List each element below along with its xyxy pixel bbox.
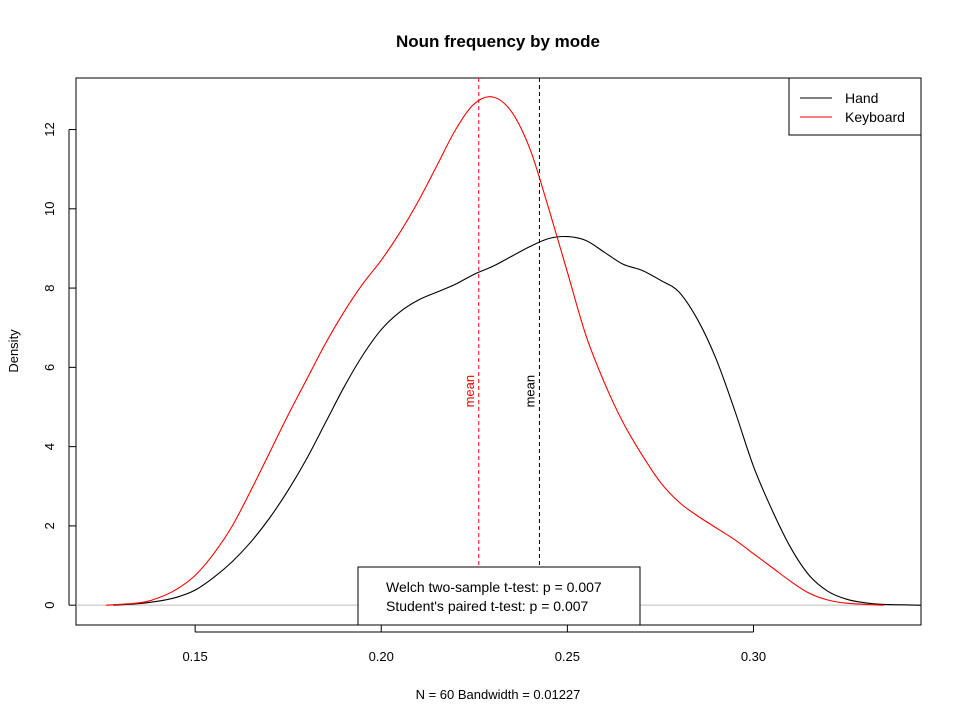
legend-label-keyboard: Keyboard	[845, 109, 905, 125]
paired-test-result: Student's paired t-test: p = 0.007	[386, 598, 589, 614]
mean-label-keyboard: mean	[462, 375, 477, 408]
x-tick-label: 0.25	[555, 649, 580, 664]
mean-lines: mean mean	[462, 78, 540, 625]
welch-test-result: Welch two-sample t-test: p = 0.007	[386, 579, 602, 595]
x-axis-label: N = 60 Bandwidth = 0.01227	[416, 687, 581, 702]
y-tick-label: 0	[42, 602, 57, 609]
legend-box	[788, 77, 922, 136]
mean-label-hand: mean	[522, 375, 537, 408]
y-tick-label: 8	[42, 284, 57, 291]
test-results-box: Welch two-sample t-test: p = 0.007 Stude…	[357, 566, 641, 626]
chart-title: Noun frequency by mode	[396, 32, 600, 51]
y-tick-label: 4	[42, 443, 57, 450]
y-tick-label: 6	[42, 364, 57, 371]
plot-frame	[75, 77, 922, 626]
x-tick-label: 0.30	[741, 649, 766, 664]
density-curve-keyboard	[105, 96, 884, 606]
y-tick-label: 2	[42, 522, 57, 529]
legend-label-hand: Hand	[845, 90, 878, 106]
x-tick-label: 0.20	[369, 649, 394, 664]
y-axis: 0 2 4 6 8 10 12	[42, 122, 76, 609]
x-tick-label: 0.15	[182, 649, 207, 664]
test-results-frame	[357, 566, 641, 626]
y-tick-label: 12	[42, 122, 57, 136]
density-curves	[105, 96, 922, 606]
density-curve-hand	[113, 235, 922, 606]
y-tick-label: 10	[42, 202, 57, 216]
x-axis: 0.15 0.20 0.25 0.30	[182, 625, 766, 664]
y-axis-label: Density	[6, 329, 21, 373]
legend: Hand Keyboard	[788, 77, 922, 136]
